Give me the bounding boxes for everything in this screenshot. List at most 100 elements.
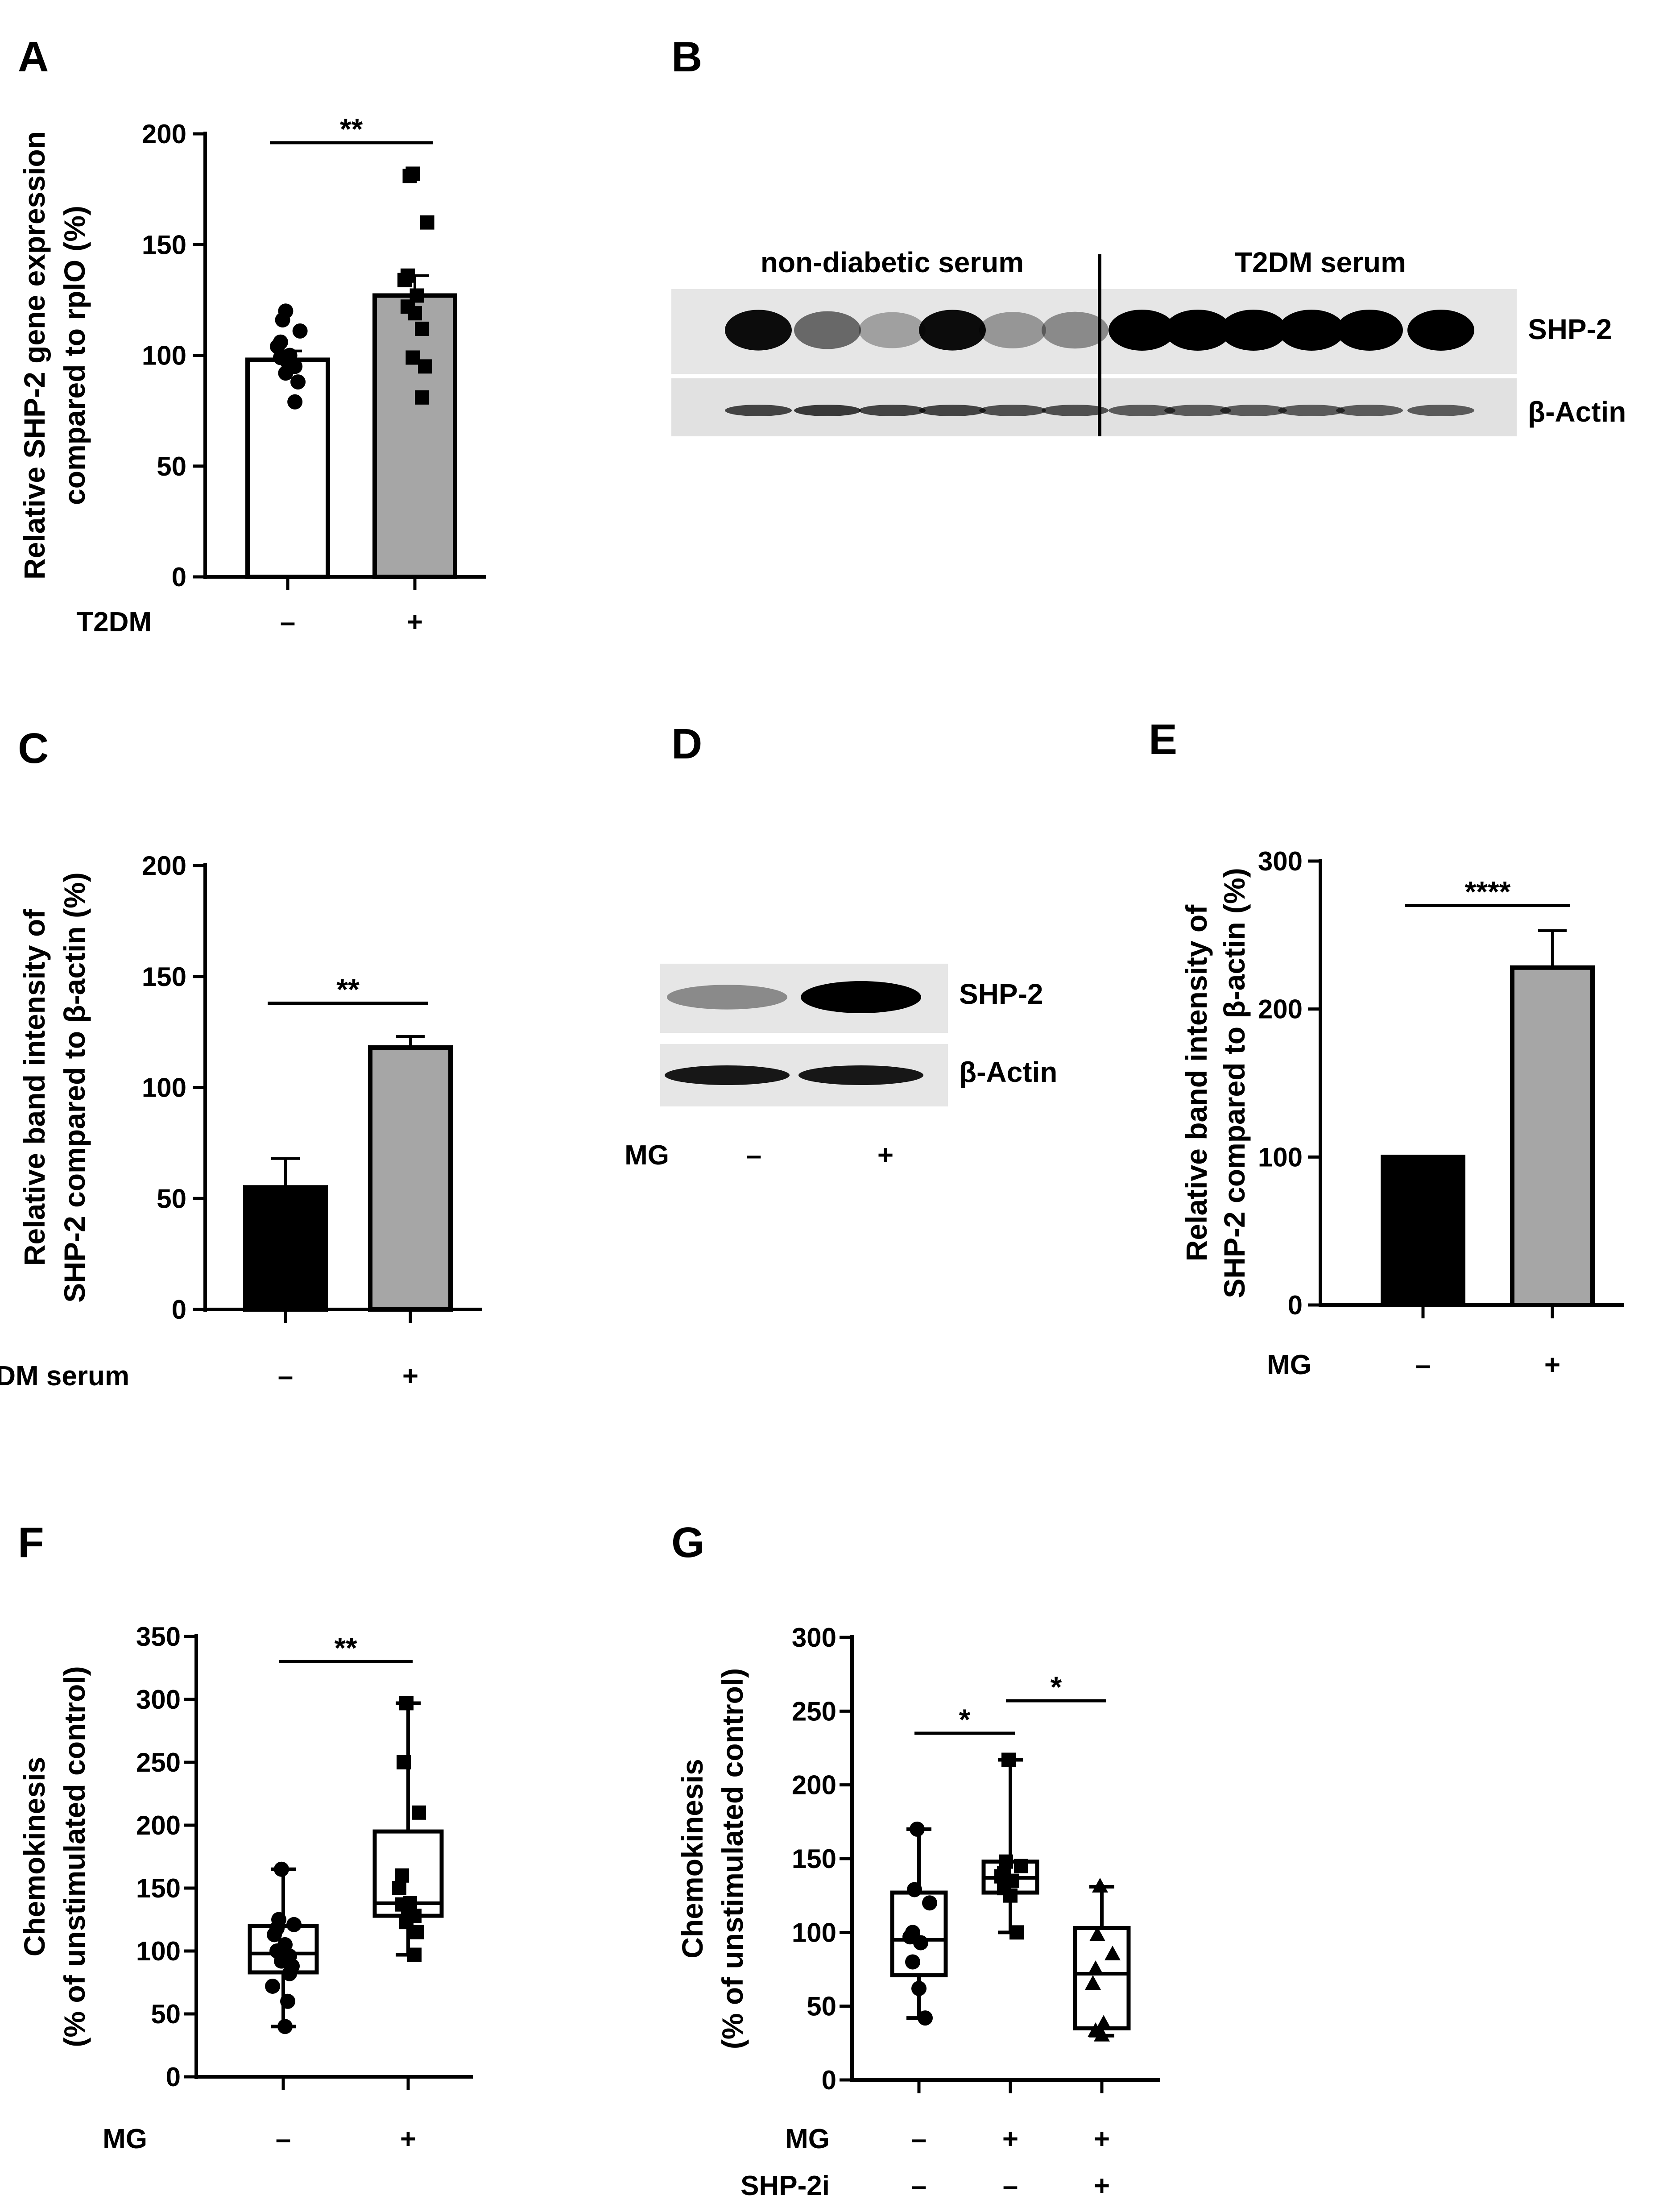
blot-band [1042, 405, 1109, 416]
y-tick-label: 200 [142, 851, 186, 881]
y-tick-label: 0 [1288, 1290, 1303, 1320]
data-point [905, 1954, 920, 1970]
blot-band [1407, 310, 1474, 351]
y-tick-label: 150 [142, 230, 186, 260]
data-point [420, 215, 434, 230]
data-point [415, 321, 430, 336]
y-axis-label: Chemokinesis [18, 1757, 51, 1957]
data-point [408, 306, 422, 321]
blot-group-label: T2DM serum [1235, 246, 1406, 278]
blot-band [794, 311, 861, 349]
blot-band [1407, 405, 1474, 416]
blot-band [725, 405, 792, 416]
data-point [282, 1966, 297, 1981]
data-point [907, 1882, 922, 1897]
panel-label: F [18, 1519, 44, 1566]
data-point [392, 1881, 406, 1895]
group-sign: + [1094, 2171, 1110, 2201]
blot-band [1164, 405, 1231, 416]
y-tick-label: 100 [142, 341, 186, 371]
data-point [1089, 1926, 1105, 1941]
y-tick-label: 200 [136, 1810, 181, 1840]
y-tick-label: 250 [792, 1696, 836, 1726]
data-point [397, 1755, 411, 1769]
blot-row-label: β-Actin [959, 1056, 1057, 1088]
row-label: T2DM [76, 607, 152, 638]
y-tick-label: 100 [1258, 1142, 1303, 1172]
data-point [412, 1805, 426, 1820]
blot-band [1278, 310, 1345, 351]
blot-band [801, 981, 921, 1013]
panel-g: G 0 50 100 150 200 250 300 Chemokinesis (% of uns… [671, 1519, 1160, 2201]
data-point [910, 1821, 925, 1837]
y-tick-label: 150 [136, 1873, 181, 1903]
y-tick-label: 50 [151, 1999, 181, 2029]
y-axis-label: SHP-2 compared to β-actin (%) [1218, 868, 1251, 1298]
y-tick-label: 350 [136, 1622, 181, 1652]
blot-band [665, 1065, 790, 1085]
y-tick-label: 50 [807, 1992, 836, 2021]
blot-band [1220, 310, 1287, 351]
blot-band [1164, 310, 1231, 351]
group-sign: + [1544, 1350, 1560, 1380]
blot-band [859, 405, 926, 416]
blot-band [979, 312, 1046, 348]
data-point [280, 1993, 295, 2009]
group-sign: – [1415, 1350, 1431, 1380]
blot-band [1278, 405, 1345, 416]
blot-band [1336, 310, 1403, 351]
panel-e: E 0 100 200 300 Relative band intensity of SHP… [1149, 716, 1624, 1380]
y-tick-label: 300 [792, 1623, 836, 1653]
data-point [287, 394, 303, 410]
y-tick-label: 100 [142, 1073, 186, 1103]
group-sign: – [278, 1361, 293, 1392]
panel-label: G [671, 1519, 705, 1566]
panel-label: E [1149, 716, 1177, 763]
group-sign: – [746, 1140, 761, 1171]
group-sign: – [911, 2171, 927, 2201]
y-tick-label: 100 [136, 1936, 181, 1966]
data-point [275, 312, 290, 328]
blot-band [979, 405, 1046, 416]
blot-row-label: β-Actin [1528, 396, 1626, 428]
row-label: MG [103, 2124, 147, 2154]
data-point [410, 1925, 424, 1939]
y-tick-label: 300 [136, 1685, 181, 1715]
data-point [1105, 1945, 1121, 1960]
y-tick-label: 200 [792, 1770, 836, 1800]
row-label: MG [1267, 1350, 1311, 1380]
group-sign: – [280, 607, 295, 638]
data-point [277, 2019, 293, 2034]
blot-band [1109, 405, 1175, 416]
significance-label: * [959, 1703, 971, 1736]
y-tick-label: 100 [792, 1918, 836, 1947]
group-sign: + [1094, 2124, 1110, 2154]
data-point [274, 1861, 289, 1877]
y-tick-label: 150 [142, 962, 186, 992]
panel-label: A [18, 33, 49, 81]
data-point [286, 1917, 302, 1932]
data-point [922, 1895, 937, 1911]
data-point [405, 350, 420, 365]
group-sign: + [400, 2124, 416, 2154]
significance-label: * [1051, 1670, 1062, 1703]
y-axis-label: (% of unstimulated control) [58, 1666, 91, 2047]
significance-label: ** [340, 112, 363, 145]
bar [368, 1045, 453, 1312]
data-point [918, 2010, 933, 2026]
blot-band [1109, 310, 1175, 351]
y-tick-label: 200 [1258, 994, 1303, 1024]
data-point [1014, 1859, 1028, 1873]
data-point [1085, 1975, 1101, 1990]
bar [245, 357, 330, 579]
blot-band [794, 405, 861, 416]
data-point [397, 273, 412, 287]
data-point [415, 390, 430, 405]
data-point [1092, 1877, 1108, 1893]
group-sign: + [402, 1361, 418, 1392]
panel-a: A 0 50 100 150 200 Relative SHP-2 gene express… [18, 33, 486, 638]
bar [372, 293, 457, 579]
y-axis-label: Relative band intensity of [18, 909, 51, 1266]
blot-band [919, 405, 986, 416]
